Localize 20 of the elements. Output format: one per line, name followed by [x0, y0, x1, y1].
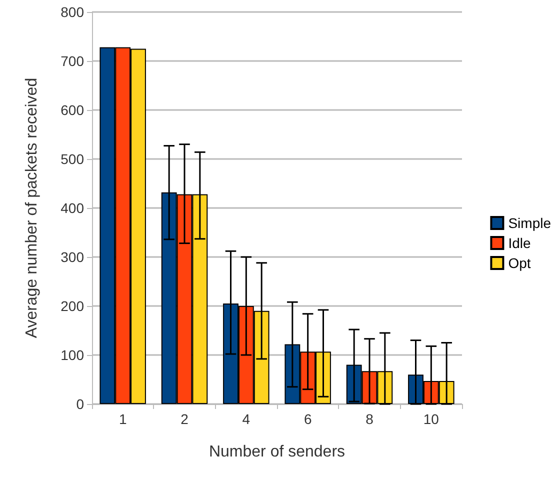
y-tick-label: 500 — [60, 151, 84, 167]
y-tick-label: 400 — [60, 200, 84, 216]
x-tick-label: 1 — [118, 411, 127, 427]
y-tick-label: 800 — [60, 4, 84, 20]
x-tick-label: 6 — [304, 411, 312, 427]
y-tick-label: 200 — [60, 298, 84, 314]
y-tick-label: 100 — [60, 347, 84, 363]
y-tick-label: 0 — [76, 396, 84, 412]
y-tick-label: 600 — [60, 102, 84, 118]
x-tick-label: 2 — [180, 411, 189, 427]
y-axis-title: Average number of packets received — [24, 78, 40, 338]
legend-label: Opt — [508, 255, 531, 271]
x-tick-label: 4 — [242, 411, 250, 427]
x-tick-label: 10 — [423, 411, 440, 427]
y-tick-label: 700 — [60, 53, 84, 69]
y-tick-label: 300 — [60, 249, 84, 265]
legend-label: Idle — [508, 235, 531, 251]
x-axis-title: Number of senders — [208, 444, 346, 460]
legend-label: Simple — [508, 215, 552, 231]
x-tick-label: 8 — [366, 411, 374, 427]
